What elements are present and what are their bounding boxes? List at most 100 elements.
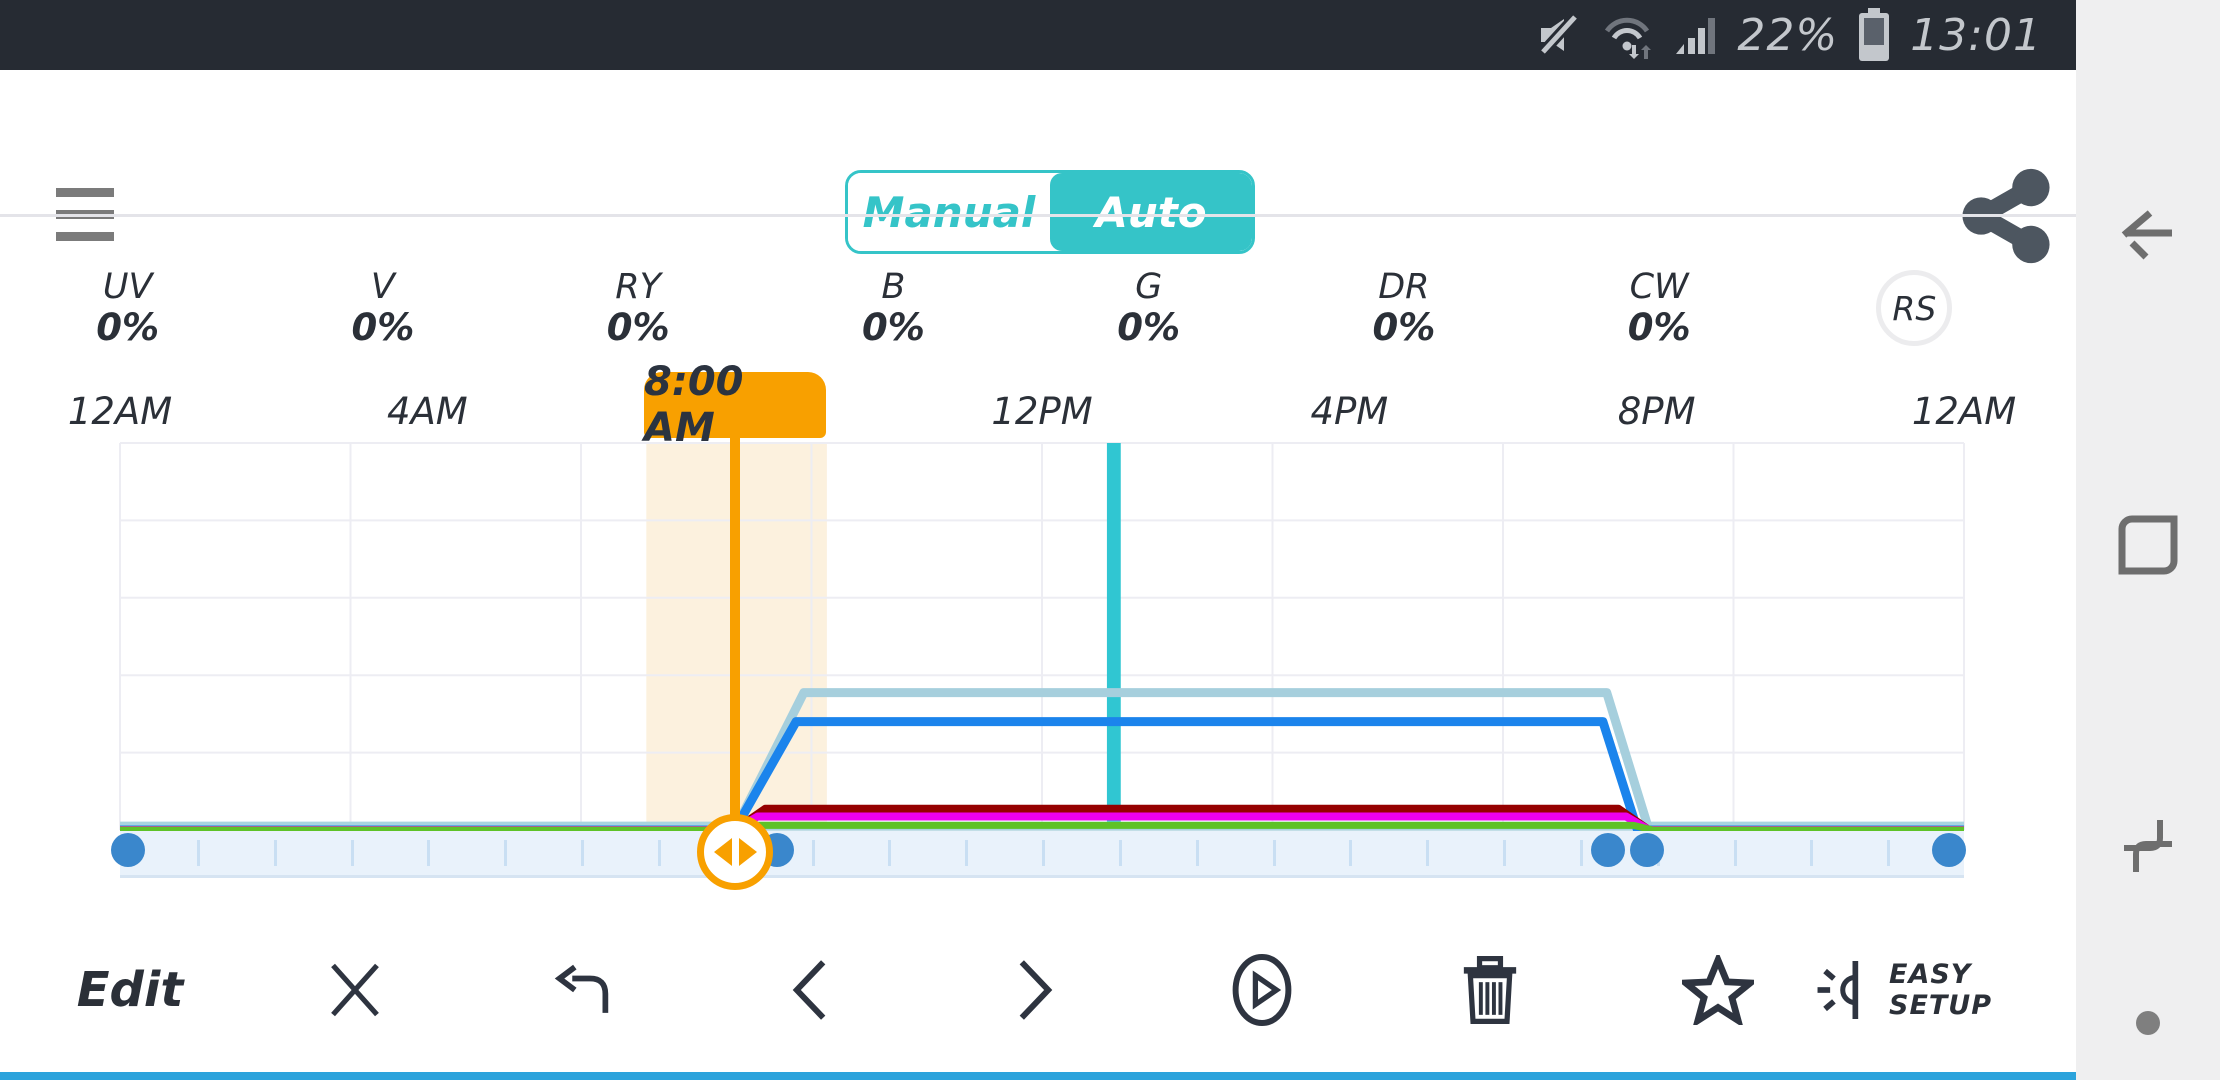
- prev-button[interactable]: [735, 930, 885, 1050]
- timeline-dot[interactable]: [1630, 833, 1665, 867]
- channel-value: 0%: [96, 305, 160, 349]
- header: Manual Auto: [0, 70, 2076, 264]
- selected-time-badge[interactable]: 8:00 AM: [644, 359, 826, 451]
- easy-setup-label-line1: EASY: [1889, 958, 1972, 990]
- hour-tick: [273, 840, 277, 866]
- schedule-chart: [120, 443, 1964, 830]
- hour-tick: [1810, 840, 1814, 866]
- timeline-slider[interactable]: [120, 831, 1964, 878]
- auto-tab[interactable]: Auto: [1050, 173, 1252, 251]
- channel-value: 0%: [1117, 305, 1181, 349]
- channel-value: 0%: [351, 305, 415, 349]
- channel-value: 0%: [1627, 305, 1691, 349]
- undo-icon: [554, 964, 609, 1013]
- popup-view-icon[interactable]: [2120, 818, 2176, 874]
- timeline-dot[interactable]: [1591, 833, 1626, 867]
- clock: 13:01: [1910, 9, 2042, 61]
- hour-tick: [965, 840, 969, 866]
- channel-name: RY: [615, 266, 661, 307]
- mode-toggle: Manual Auto: [845, 170, 1255, 254]
- channel-name: CW: [1629, 266, 1689, 307]
- easy-setup-label-line2: SETUP: [1889, 990, 1993, 1021]
- edit-button[interactable]: Edit: [76, 962, 184, 1018]
- current-time-bar: [1106, 443, 1121, 827]
- channel-b[interactable]: B 0%: [766, 256, 1021, 360]
- wifi-icon: [1605, 17, 1652, 59]
- status-bar: 22% 13:01: [0, 0, 2076, 70]
- channel-ry[interactable]: RY 0%: [511, 256, 766, 360]
- bottom-toolbar: Edit: [0, 930, 2076, 1060]
- mute-icon: [1539, 13, 1580, 56]
- play-icon: [1232, 954, 1292, 1026]
- recents-icon[interactable]: [2118, 515, 2178, 575]
- hour-tick: [1887, 840, 1891, 866]
- favorite-button[interactable]: [1643, 930, 1793, 1050]
- channel-name: UV: [102, 266, 153, 307]
- hour-tick: [888, 840, 892, 866]
- hour-tick: [350, 840, 354, 866]
- star-icon: [1682, 955, 1754, 1025]
- panel-handle-dot[interactable]: [2133, 1008, 2163, 1038]
- hour-tick: [581, 840, 584, 866]
- hour-tick: [1733, 840, 1737, 866]
- close-icon: [331, 963, 379, 1017]
- time-label-12am: 12AM: [1911, 390, 2017, 433]
- channel-name: B: [881, 266, 906, 307]
- hour-tick: [1118, 840, 1122, 866]
- hour-tick: [657, 840, 661, 866]
- hour-tick: [1195, 840, 1199, 866]
- channel-v[interactable]: V 0%: [255, 256, 510, 360]
- back-arrow-icon[interactable]: [2116, 205, 2180, 265]
- hour-tick: [504, 840, 508, 866]
- trash-icon: [1463, 956, 1517, 1024]
- selected-time-line: [730, 437, 740, 852]
- easy-setup-button[interactable]: EASY SETUP: [1815, 930, 1992, 1050]
- timeline-dot[interactable]: [110, 833, 145, 867]
- time-label-4am: 4AM: [386, 390, 468, 433]
- hour-tick: [1426, 840, 1430, 866]
- hour-tick: [811, 840, 815, 866]
- channel-value: 0%: [861, 305, 925, 349]
- hour-tick: [1579, 840, 1583, 866]
- channel-uv[interactable]: UV 0%: [0, 256, 255, 360]
- play-button[interactable]: [1187, 930, 1337, 1050]
- channel-cw[interactable]: CW 0%: [1532, 256, 1787, 360]
- header-divider: [0, 214, 2076, 217]
- signal-icon: [1676, 18, 1716, 54]
- menu-icon: [56, 188, 114, 197]
- handle-left-arrow-icon: [713, 838, 732, 866]
- manual-tab[interactable]: Manual: [848, 173, 1050, 251]
- time-drag-handle[interactable]: [697, 814, 773, 890]
- easy-setup-icon: [1817, 961, 1859, 1019]
- battery-percent: 22%: [1737, 9, 1839, 61]
- undo-button[interactable]: [510, 930, 660, 1050]
- timeline-dot[interactable]: [1931, 833, 1966, 867]
- channel-name: V: [370, 266, 395, 307]
- rs-badge[interactable]: RS: [1876, 270, 1953, 346]
- hour-tick: [1042, 840, 1045, 866]
- time-label-12pm: 12PM: [991, 390, 1093, 433]
- series-g-line: [120, 825, 1964, 830]
- bottom-accent-bar: [0, 1072, 2076, 1080]
- delete-button[interactable]: [1415, 930, 1565, 1050]
- channel-rs[interactable]: RS: [1787, 256, 2042, 360]
- time-label-4pm: 4PM: [1310, 390, 1389, 433]
- hour-tick: [1503, 840, 1506, 866]
- channel-g[interactable]: G 0%: [1021, 256, 1276, 360]
- channel-value: 0%: [1372, 305, 1436, 349]
- channel-dr[interactable]: DR 0%: [1276, 256, 1531, 360]
- close-button[interactable]: [280, 930, 430, 1050]
- chevron-right-icon: [1019, 960, 1053, 1020]
- time-label-12am: 12AM: [67, 390, 173, 433]
- hour-tick: [1349, 840, 1353, 866]
- channel-value: 0%: [606, 305, 670, 349]
- hour-tick: [196, 840, 200, 866]
- channel-name: DR: [1378, 266, 1430, 307]
- hour-tick: [1272, 840, 1276, 866]
- edge-panel: [2076, 0, 2220, 1080]
- hour-tick: [427, 840, 431, 866]
- chevron-left-icon: [792, 960, 826, 1020]
- next-button[interactable]: [960, 930, 1110, 1050]
- time-label-8pm: 8PM: [1617, 390, 1696, 433]
